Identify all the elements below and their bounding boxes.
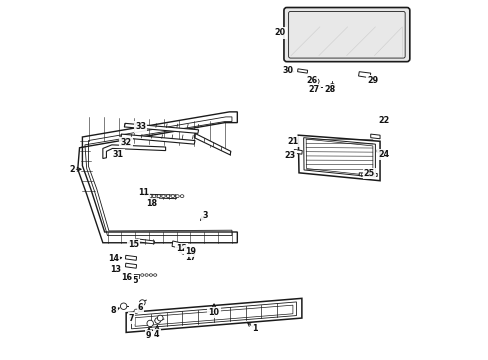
Polygon shape [293, 149, 302, 154]
Polygon shape [78, 112, 237, 243]
Text: 5: 5 [132, 276, 138, 285]
Polygon shape [172, 241, 180, 248]
Text: 21: 21 [287, 137, 298, 146]
Text: 29: 29 [366, 76, 378, 85]
Text: 14: 14 [108, 255, 119, 264]
Polygon shape [121, 134, 195, 144]
Text: 28: 28 [324, 85, 335, 94]
Text: 13: 13 [110, 265, 121, 274]
Circle shape [155, 318, 160, 323]
Circle shape [313, 78, 319, 84]
Text: 30: 30 [282, 66, 293, 75]
Ellipse shape [166, 195, 169, 198]
Text: 26: 26 [305, 76, 317, 85]
Text: 15: 15 [127, 240, 139, 249]
Ellipse shape [152, 195, 156, 198]
Text: 8: 8 [111, 306, 116, 315]
Polygon shape [376, 150, 386, 153]
Polygon shape [358, 72, 370, 78]
Text: 1: 1 [252, 324, 258, 333]
Text: 12: 12 [176, 244, 187, 253]
Text: 2: 2 [69, 165, 75, 174]
Circle shape [120, 303, 126, 310]
Polygon shape [194, 134, 230, 155]
Polygon shape [125, 255, 136, 260]
Text: 18: 18 [146, 199, 157, 208]
Polygon shape [359, 173, 376, 176]
Circle shape [147, 320, 153, 327]
Circle shape [316, 85, 320, 89]
Ellipse shape [171, 195, 174, 198]
Polygon shape [136, 239, 154, 244]
Ellipse shape [162, 195, 165, 198]
Polygon shape [298, 135, 379, 181]
Circle shape [134, 309, 138, 314]
Text: 17: 17 [185, 253, 196, 262]
Text: 7: 7 [128, 314, 134, 323]
Ellipse shape [144, 274, 148, 276]
FancyBboxPatch shape [284, 8, 409, 62]
Ellipse shape [180, 195, 183, 198]
Text: 19: 19 [185, 247, 196, 256]
Polygon shape [125, 263, 136, 268]
Ellipse shape [153, 274, 157, 276]
Circle shape [181, 243, 185, 248]
Text: 27: 27 [308, 85, 319, 94]
Circle shape [181, 249, 185, 254]
Ellipse shape [157, 195, 160, 198]
Polygon shape [102, 145, 165, 158]
Text: 23: 23 [284, 151, 295, 160]
Bar [131, 274, 139, 278]
Text: 3: 3 [202, 211, 207, 220]
Text: 20: 20 [274, 28, 285, 37]
Text: 24: 24 [377, 150, 388, 159]
Text: 25: 25 [363, 169, 374, 178]
Text: 31: 31 [113, 150, 123, 159]
Polygon shape [370, 134, 379, 139]
Text: 4: 4 [154, 330, 159, 339]
Polygon shape [149, 194, 176, 199]
Circle shape [329, 84, 334, 89]
Circle shape [157, 315, 163, 321]
Text: 33: 33 [135, 122, 146, 131]
Text: 6: 6 [138, 303, 143, 312]
Text: 22: 22 [378, 116, 389, 125]
Text: 11: 11 [138, 188, 148, 197]
Circle shape [139, 300, 145, 306]
Polygon shape [297, 69, 307, 73]
Polygon shape [126, 298, 301, 332]
Ellipse shape [149, 274, 152, 276]
Ellipse shape [175, 195, 179, 198]
Text: 9: 9 [145, 332, 151, 341]
Text: 32: 32 [121, 138, 131, 147]
Ellipse shape [141, 274, 143, 276]
Text: 16: 16 [121, 273, 132, 282]
Polygon shape [124, 123, 198, 134]
Text: 10: 10 [208, 308, 219, 317]
